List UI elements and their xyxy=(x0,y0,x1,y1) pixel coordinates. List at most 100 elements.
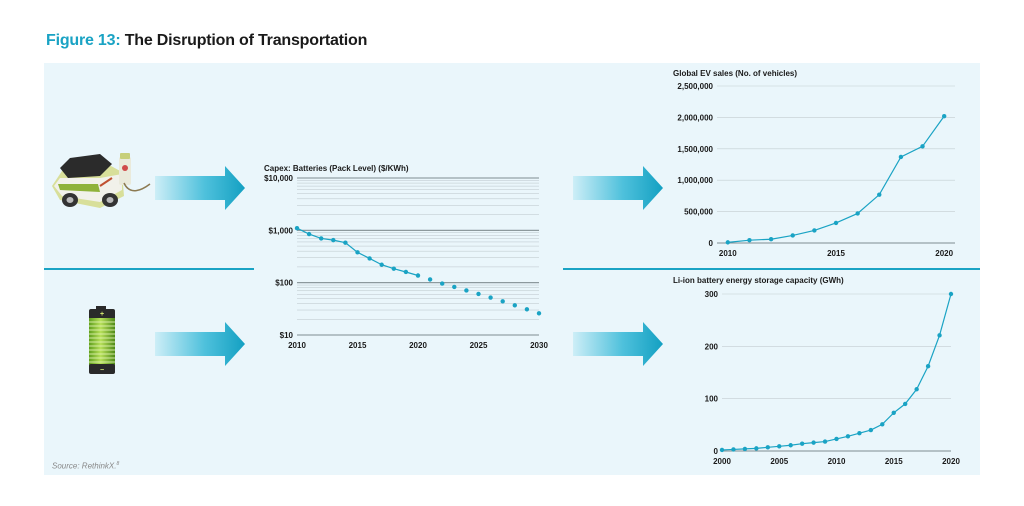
data-point xyxy=(914,387,919,392)
data-point xyxy=(788,443,793,448)
forecast-point xyxy=(427,277,433,282)
y-tick-label: 500,000 xyxy=(684,208,713,217)
data-point xyxy=(731,447,736,452)
chart-title: Li-ion battery energy storage capacity (… xyxy=(673,276,844,285)
chart-series xyxy=(294,225,542,316)
chart-battery-cost: Capex: Batteries (Pack Level) ($/KWh) $1… xyxy=(264,164,548,350)
chart-x-ticks: 2010 2015 2020 xyxy=(719,249,954,258)
chart-ev-sales: Global EV sales (No. of vehicles) 0 500,… xyxy=(673,69,955,258)
y-tick-label: 300 xyxy=(705,290,719,299)
data-point xyxy=(719,447,725,453)
forecast-point xyxy=(440,281,445,286)
data-point xyxy=(790,233,795,238)
forecast-point xyxy=(524,307,530,312)
data-point xyxy=(391,266,396,271)
chart-y-ticks: 0 500,000 1,000,000 1,500,000 2,000,000 … xyxy=(677,82,713,248)
electric-car-icon xyxy=(52,153,151,208)
chart-x-ticks: 2010 2015 2020 2025 2030 xyxy=(288,341,548,350)
data-point xyxy=(403,269,409,275)
chart-gridlines xyxy=(717,85,955,244)
x-tick-label: 2020 xyxy=(409,341,427,350)
forecast-point xyxy=(512,303,517,308)
data-point xyxy=(834,436,839,442)
y-tick-label: $1,000 xyxy=(269,226,294,235)
data-point xyxy=(877,192,882,197)
svg-text:+: + xyxy=(100,311,104,318)
data-point xyxy=(765,445,770,450)
y-tick-label: 2,000,000 xyxy=(677,113,713,122)
figure-label: Figure 13: xyxy=(46,32,121,49)
data-point xyxy=(725,240,731,245)
x-tick-label: 2030 xyxy=(530,341,548,350)
y-tick-label: 200 xyxy=(705,342,719,351)
chart-series xyxy=(725,113,947,245)
data-point xyxy=(948,291,954,297)
forecast-point xyxy=(488,295,493,300)
forecast-point xyxy=(476,291,481,297)
data-point xyxy=(294,225,300,231)
data-point xyxy=(833,220,839,226)
data-point xyxy=(845,434,851,439)
figure-title: Figure 13: The Disruption of Transportat… xyxy=(46,32,367,50)
x-tick-label: 2020 xyxy=(935,249,953,258)
chart-gridlines xyxy=(297,177,539,336)
y-tick-label: 0 xyxy=(709,239,714,248)
x-tick-label: 2010 xyxy=(719,249,737,258)
data-point xyxy=(754,446,759,451)
x-tick-label: 2005 xyxy=(770,457,788,466)
data-point xyxy=(777,444,782,449)
source-text: Source: RethinkX. xyxy=(52,461,117,471)
data-point xyxy=(331,237,336,243)
data-point xyxy=(811,440,816,445)
chart-y-ticks: $10 $100 $1,000 $10,000 xyxy=(264,174,293,340)
data-point xyxy=(855,211,860,216)
chart-x-ticks: 2000 2005 2010 2015 2020 xyxy=(713,457,960,466)
data-point xyxy=(747,237,752,243)
y-tick-label: 2,500,000 xyxy=(677,82,713,91)
data-point xyxy=(379,262,384,267)
arrow-bottom-left xyxy=(155,322,245,366)
y-tick-label: 0 xyxy=(714,447,719,456)
figure-title-text: The Disruption of Transportation xyxy=(124,32,368,49)
forecast-point xyxy=(464,288,469,293)
divider-right xyxy=(563,268,980,270)
data-point xyxy=(355,250,360,255)
data-point xyxy=(898,154,904,160)
data-point xyxy=(367,256,372,261)
x-tick-label: 2020 xyxy=(942,457,960,466)
data-point xyxy=(306,231,312,237)
data-point xyxy=(822,439,828,444)
divider-left xyxy=(44,268,254,270)
source-footnote: 8 xyxy=(116,461,120,467)
data-point xyxy=(857,431,862,436)
y-tick-label: $10,000 xyxy=(264,174,293,183)
y-tick-label: $10 xyxy=(280,331,294,340)
data-point xyxy=(891,410,896,415)
data-point xyxy=(868,427,874,433)
y-tick-label: 100 xyxy=(705,395,719,404)
y-tick-label: 1,500,000 xyxy=(677,145,713,154)
x-tick-label: 2000 xyxy=(713,457,731,466)
chart-li-ion-storage: Li-ion battery energy storage capacity (… xyxy=(673,276,960,466)
chart-series xyxy=(719,291,954,453)
y-tick-label: 1,000,000 xyxy=(677,176,713,185)
svg-text:−: − xyxy=(100,367,104,374)
battery-icon: + − xyxy=(89,306,115,374)
data-point xyxy=(941,113,947,119)
data-point xyxy=(742,446,748,452)
data-point xyxy=(903,401,908,407)
y-tick-label: $100 xyxy=(275,279,293,288)
chart-title: Capex: Batteries (Pack Level) ($/KWh) xyxy=(264,164,409,173)
forecast-point xyxy=(536,311,542,316)
data-point xyxy=(937,333,942,338)
data-point xyxy=(768,237,774,242)
x-tick-label: 2015 xyxy=(349,341,367,350)
data-point xyxy=(880,422,885,427)
data-point xyxy=(343,240,348,245)
x-tick-label: 2010 xyxy=(288,341,306,350)
x-tick-label: 2010 xyxy=(828,457,846,466)
forecast-point xyxy=(452,284,457,290)
data-point xyxy=(415,273,421,278)
x-tick-label: 2015 xyxy=(827,249,845,258)
